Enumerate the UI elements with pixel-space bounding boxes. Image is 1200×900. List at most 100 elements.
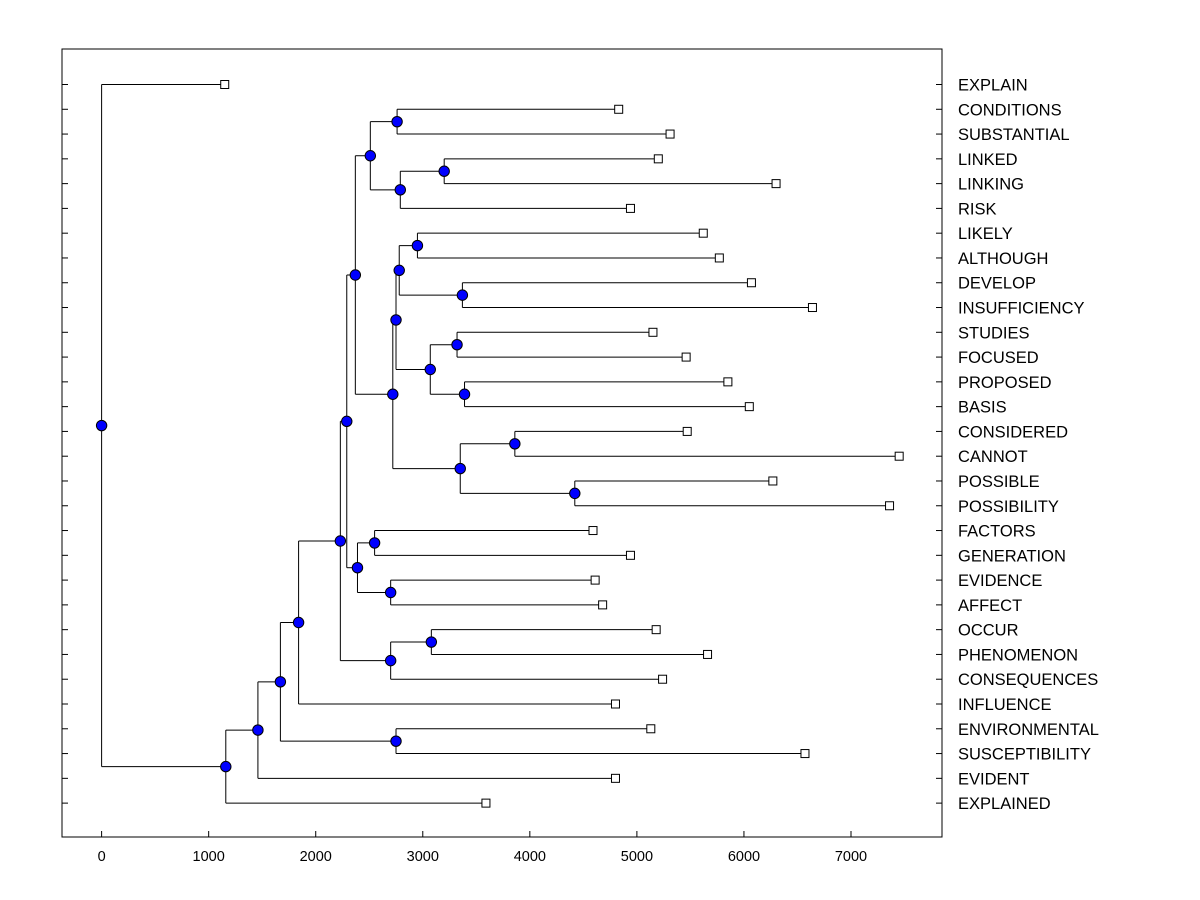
node-marker xyxy=(351,562,364,574)
node-marker xyxy=(95,419,108,432)
leaf-label: SUBSTANTIAL xyxy=(958,126,1070,144)
leaf-marker xyxy=(646,724,656,734)
leaf-marker xyxy=(746,278,756,288)
node-marker xyxy=(368,537,381,549)
x-tick-label: 0 xyxy=(98,849,106,865)
leaf-label: CANNOT xyxy=(958,448,1028,466)
leaf-marker xyxy=(651,625,661,635)
node-marker xyxy=(394,184,406,196)
leaf-marker xyxy=(598,600,608,610)
leaf-label: INSUFFICIENCY xyxy=(958,300,1085,318)
leaf-label: CONSEQUENCES xyxy=(958,671,1098,689)
leaf-label: PROPOSED xyxy=(958,374,1052,392)
leaf-label: FACTORS xyxy=(958,523,1036,541)
x-tick-label: 3000 xyxy=(407,849,439,865)
plot-frame xyxy=(61,48,943,838)
node-marker xyxy=(220,760,232,773)
node-marker xyxy=(292,616,305,629)
leaf-label: EVIDENCE xyxy=(958,572,1042,590)
leaf-marker xyxy=(590,575,600,585)
leaf-label: POSSIBLE xyxy=(958,473,1040,491)
node-marker xyxy=(456,289,469,301)
leaf-marker xyxy=(653,154,663,164)
leaf-marker xyxy=(703,649,713,659)
leaf-marker xyxy=(220,80,230,89)
leaf-markers xyxy=(220,80,904,808)
node-marker xyxy=(458,388,471,400)
leaf-marker xyxy=(714,253,724,263)
leaf-label: SUSCEPTIBILITY xyxy=(958,746,1091,764)
leaf-marker xyxy=(648,327,658,337)
leaf-label: RISK xyxy=(958,200,997,218)
leaf-marker xyxy=(588,526,598,536)
node-marker xyxy=(364,150,377,162)
leaf-label: DEVELOP xyxy=(958,275,1036,293)
y-tick-marks xyxy=(62,84,942,804)
node-marker xyxy=(438,165,450,177)
node-marker xyxy=(569,487,581,500)
leaf-label: AFFECT xyxy=(958,597,1022,615)
leaf-label: OCCUR xyxy=(958,622,1019,640)
node-marker xyxy=(341,415,353,428)
leaf-marker xyxy=(665,129,675,139)
leaf-marker xyxy=(681,352,691,362)
x-tick-label: 7000 xyxy=(835,849,867,865)
leaf-marker xyxy=(658,674,668,684)
leaf-marker xyxy=(698,228,708,238)
x-tick-label: 1000 xyxy=(193,849,225,865)
leaf-label: STUDIES xyxy=(958,324,1030,342)
leaf-label: CONSIDERED xyxy=(958,423,1068,441)
leaf-label: LINKED xyxy=(958,151,1018,169)
leaf-label: EVIDENT xyxy=(958,770,1030,788)
node-marker xyxy=(390,314,402,326)
leaf-label: FOCUSED xyxy=(958,349,1039,367)
leaf-label: CONDITIONS xyxy=(958,101,1062,119)
leaf-label: GENERATION xyxy=(958,547,1066,565)
leaf-marker xyxy=(807,303,817,313)
leaf-label: ENVIRONMENTAL xyxy=(958,721,1099,739)
leaf-label: POSSIBILITY xyxy=(958,498,1059,516)
leaf-marker xyxy=(723,377,733,387)
node-marker xyxy=(387,388,399,400)
node-marker xyxy=(509,438,521,450)
node-marker xyxy=(349,269,362,281)
leaf-label: ALTHOUGH xyxy=(958,250,1048,268)
leaf-marker xyxy=(610,773,620,783)
leaf-label: PHENOMENON xyxy=(958,646,1078,664)
leaf-label: BASIS xyxy=(958,399,1007,417)
leaf-marker xyxy=(625,550,635,560)
leaf-marker xyxy=(894,451,904,461)
node-marker xyxy=(391,115,403,128)
node-marker xyxy=(451,338,463,351)
leaf-label: LINKING xyxy=(958,176,1024,194)
leaf-marker xyxy=(625,203,635,213)
leaf-marker xyxy=(481,798,491,808)
node-marker xyxy=(425,636,438,648)
x-axis: 0 1000 2000 3000 4000 5000 6000 7000 xyxy=(98,831,867,865)
leaf-label: EXPLAINED xyxy=(958,795,1051,813)
node-marker xyxy=(393,264,405,277)
x-tick-label: 2000 xyxy=(300,849,332,865)
x-tick-label: 6000 xyxy=(728,849,760,865)
dendrogram-links xyxy=(101,84,900,804)
leaf-label: LIKELY xyxy=(958,225,1013,243)
leaf-labels: EXPLAIN CONDITIONS SUBSTANTIAL LINKED LINKIN… xyxy=(958,77,1099,814)
leaf-marker xyxy=(885,501,895,511)
node-marker xyxy=(274,676,287,688)
node-marker xyxy=(411,239,424,252)
node-marker xyxy=(454,462,466,475)
leaf-marker xyxy=(614,104,624,114)
leaf-marker xyxy=(682,426,692,436)
node-marker xyxy=(390,735,402,747)
node-marker xyxy=(384,654,397,667)
leaf-marker xyxy=(768,476,778,486)
node-marker xyxy=(334,535,347,547)
node-markers xyxy=(95,115,581,773)
leaf-marker xyxy=(610,699,620,709)
leaf-marker xyxy=(771,179,781,189)
leaf-marker xyxy=(744,402,754,412)
node-marker xyxy=(384,586,397,599)
x-tick-label: 4000 xyxy=(514,849,546,865)
leaf-label: EXPLAIN xyxy=(958,77,1028,95)
